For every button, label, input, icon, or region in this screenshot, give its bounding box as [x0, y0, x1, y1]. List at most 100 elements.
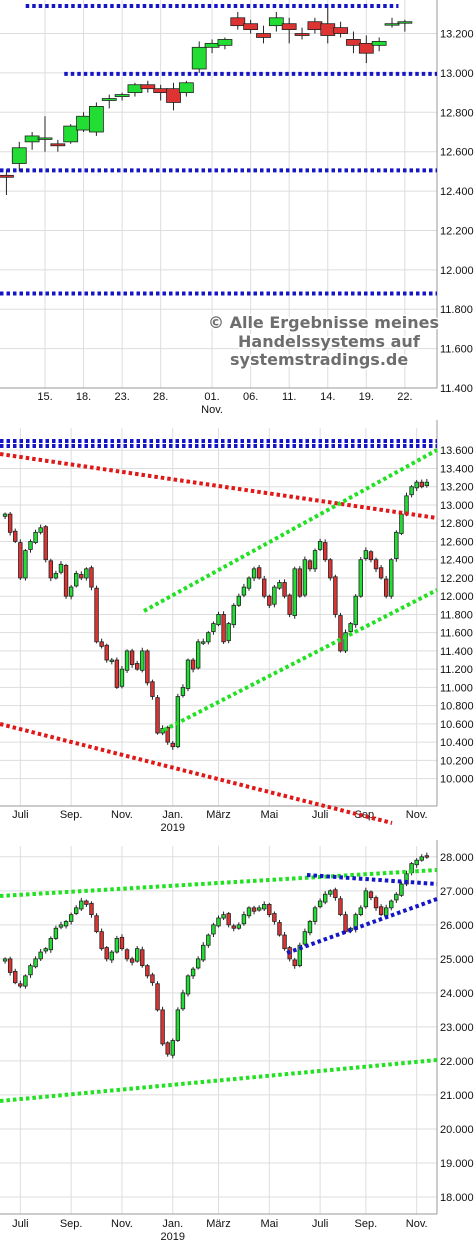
candle-body — [190, 659, 196, 670]
candle-body — [312, 550, 318, 570]
y-tick-label: 27.000 — [440, 886, 474, 898]
candle-body — [48, 560, 54, 579]
candle-body — [204, 42, 220, 48]
candle-body — [104, 947, 109, 960]
candle-body — [124, 650, 130, 671]
candle-body — [399, 883, 404, 896]
candle-body — [272, 586, 277, 605]
candle-body — [68, 914, 74, 922]
x-tick-label: 06. — [243, 391, 258, 403]
candle-body — [74, 572, 79, 587]
y-tick-label: 12.400 — [440, 555, 474, 567]
candle-body — [363, 890, 369, 908]
candle-body — [323, 542, 328, 561]
x-tick-label: Sep. — [60, 809, 83, 821]
candle-body — [307, 21, 323, 31]
candle-body — [371, 41, 387, 46]
x-tick-label: Juli — [312, 809, 329, 821]
candle-body — [134, 948, 140, 962]
candle-body — [226, 623, 231, 642]
x-tick-label: Mai — [260, 1218, 278, 1230]
candle-body — [307, 921, 313, 934]
candle-body — [140, 949, 145, 967]
y-tick-label: 12.800 — [440, 518, 474, 530]
candle-body — [84, 900, 89, 905]
x-tick-label: 11. — [282, 391, 296, 403]
candle-body — [94, 587, 99, 643]
candle-body — [302, 931, 308, 945]
candle-body — [166, 88, 181, 103]
candle-body — [37, 137, 53, 140]
candle-body — [236, 924, 242, 929]
candle-body — [333, 576, 338, 615]
x-tick-sublabel: Nov. — [201, 404, 223, 416]
candle-body — [201, 641, 206, 644]
candle-body — [127, 84, 143, 94]
candle-body — [338, 898, 343, 916]
candle-body — [129, 958, 135, 963]
candle-body — [11, 147, 27, 164]
candle-body — [89, 902, 94, 916]
y-tick-label: 20.000 — [440, 1124, 474, 1136]
candle-body — [211, 623, 216, 632]
x-tick-label: 01. — [204, 391, 219, 403]
x-tick-label: Nov. — [111, 809, 133, 821]
candles — [2, 478, 430, 750]
candle-body — [191, 46, 207, 70]
candle-body — [262, 578, 267, 597]
candle-body — [216, 614, 221, 626]
candle-body — [378, 567, 384, 579]
candle-body — [33, 531, 38, 543]
candle-body — [43, 948, 48, 952]
trend-line-green — [0, 1058, 438, 1103]
candle-body — [328, 559, 333, 579]
y-tick-label: 12.000 — [440, 591, 474, 603]
candle-body — [68, 586, 74, 597]
x-tick-label: 22. — [397, 391, 412, 403]
candle-body — [302, 559, 308, 596]
y-tick-label: 10.600 — [440, 719, 474, 731]
watermark-line1: © Alle Ergebnisse meines — [208, 313, 439, 332]
candle-body — [282, 582, 287, 597]
candle-body — [101, 98, 117, 101]
candle-body — [28, 965, 33, 976]
y-tick-label: 10.800 — [440, 701, 474, 713]
candle-body — [272, 913, 277, 922]
y-tick-label: 23.000 — [440, 1022, 474, 1034]
candle-body — [394, 531, 399, 559]
candle-body — [267, 595, 272, 606]
candle-body — [226, 913, 231, 926]
candle-body — [33, 958, 38, 968]
y-tick-label: 21.000 — [440, 1090, 474, 1102]
candles — [0, 4, 413, 196]
y-tick-label: 12.800 — [440, 107, 474, 119]
candle-body — [150, 681, 155, 697]
candle-body — [358, 42, 374, 54]
candle-body — [180, 992, 186, 1010]
candle-body — [38, 527, 43, 533]
x-tick-label: Sep. — [355, 1218, 378, 1230]
x-tick-label: Nov. — [111, 1218, 133, 1230]
candle-body — [317, 900, 323, 908]
candle-body — [43, 526, 48, 561]
y-tick-label: 13.400 — [440, 463, 474, 475]
y-tick-label: 13.200 — [440, 482, 474, 494]
candle-body — [145, 650, 150, 684]
candle-body — [84, 568, 89, 579]
candle-body — [160, 1009, 165, 1045]
candle-body — [419, 481, 424, 488]
candle-body — [282, 934, 287, 950]
dax-candlestick-chart-year: 10.000 10.200 10.400 10.600 10.800 11.000 11.2… — [0, 420, 474, 834]
candle-body — [256, 33, 271, 38]
dax-candlestick-chart-weeks: 11.400 11.600 11.800 12.000 12.200 12.400 12.6… — [0, 0, 474, 416]
candle-body — [7, 513, 13, 533]
candle-body — [368, 551, 374, 561]
candle-body — [13, 970, 18, 984]
y-tick-label: 12.000 — [440, 265, 474, 277]
x-tick-label: Mai — [260, 809, 278, 821]
candle-body — [251, 568, 257, 579]
x-tick-label: 18. — [76, 391, 91, 403]
candle-body — [63, 564, 69, 597]
candle-body — [267, 904, 272, 916]
x-tick-label: 15. — [37, 391, 52, 403]
